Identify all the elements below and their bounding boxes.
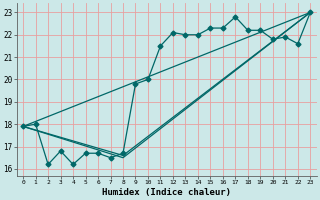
X-axis label: Humidex (Indice chaleur): Humidex (Indice chaleur) — [102, 188, 231, 197]
